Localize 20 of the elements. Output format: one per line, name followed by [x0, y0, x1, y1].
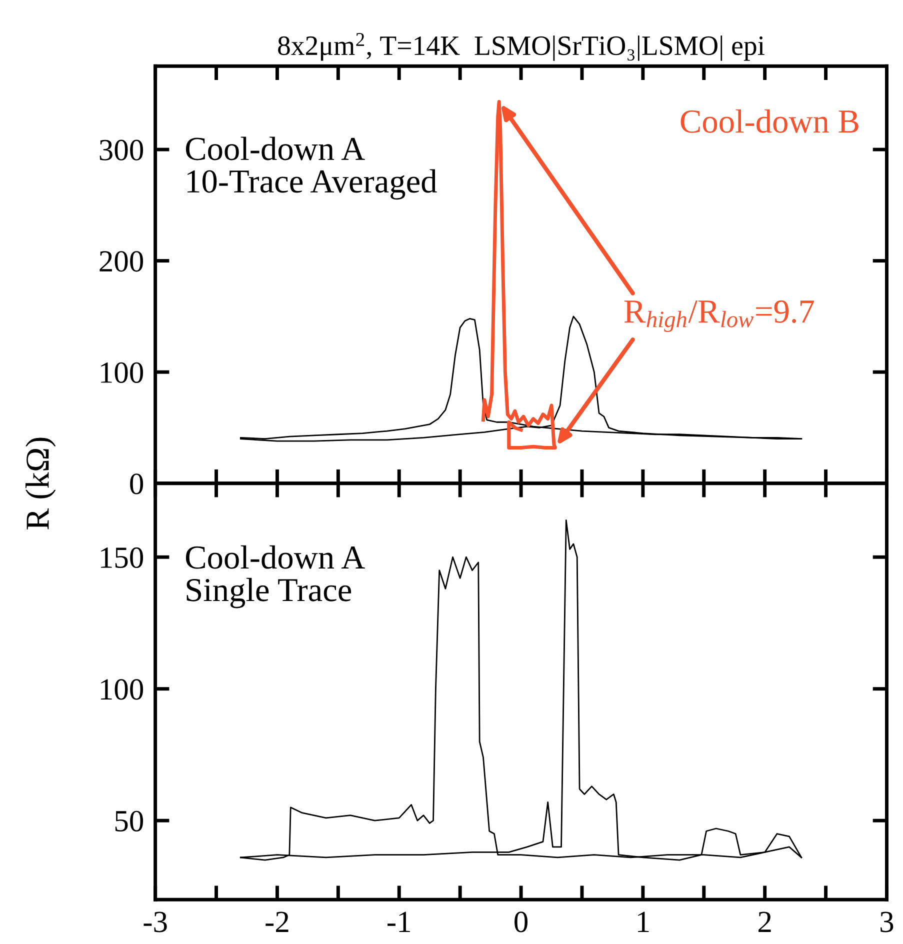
chart-title: 8x2μm$^{2}$, T=14K LSMO|SrTiO₃|LSMO| epi [278, 33, 765, 61]
x-tick-label: -1 [388, 912, 410, 932]
y-tick-label: 150 [101, 547, 144, 568]
annotation: Cool-down A Single Trace [186, 545, 365, 608]
y-tick-label: 0 [130, 474, 144, 494]
x-tick-label: 2 [758, 912, 771, 932]
x-tick-label: -3 [144, 912, 167, 932]
y-tick-label: 50 [115, 810, 144, 832]
x-tick-label: 1 [638, 912, 649, 932]
y-tick-label: 300 [100, 140, 144, 160]
y-axis-title: R (kΩ) [26, 438, 56, 530]
y-tick-label: 100 [101, 362, 144, 383]
y-tick-label: 100 [101, 679, 144, 700]
x-tick-label: -2 [266, 912, 288, 932]
y-tick-label: 200 [100, 251, 144, 272]
annotation: Cool-down A 10-Trace Averaged [186, 136, 437, 200]
x-tick-label: 3 [880, 912, 894, 932]
annotation: R$_{high}$/R$_{low}$=9.7 [624, 300, 814, 332]
text: Cool-down B [680, 109, 858, 133]
x-tick-label: 0 [514, 912, 528, 932]
